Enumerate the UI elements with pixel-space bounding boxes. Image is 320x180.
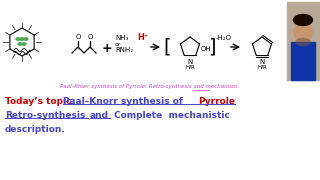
Text: RNH₂: RNH₂ — [115, 47, 133, 53]
Text: ]: ] — [208, 37, 216, 57]
Text: H⁺: H⁺ — [137, 33, 148, 42]
Bar — [0, 92, 320, 180]
Text: or: or — [115, 42, 122, 46]
Bar — [291, 42, 315, 80]
Text: :: : — [229, 97, 233, 106]
Bar — [0, 0, 320, 92]
Ellipse shape — [18, 43, 22, 45]
Ellipse shape — [294, 22, 312, 42]
Text: N: N — [260, 59, 265, 65]
Text: Paal–Knorr synthesis of Pyrrole: Retro-synthesis and mechanism.: Paal–Knorr synthesis of Pyrrole: Retro-s… — [60, 84, 240, 89]
Ellipse shape — [24, 38, 28, 40]
Text: Retro-synthesis: Retro-synthesis — [5, 111, 85, 120]
Text: OH: OH — [201, 46, 212, 52]
Ellipse shape — [296, 39, 310, 46]
Text: NH₃: NH₃ — [115, 35, 128, 41]
Text: Pyrrole: Pyrrole — [198, 97, 235, 106]
Text: O: O — [75, 34, 81, 40]
Ellipse shape — [22, 43, 26, 45]
Text: H/R: H/R — [185, 64, 195, 69]
Ellipse shape — [293, 15, 313, 26]
Text: and: and — [90, 111, 109, 120]
Text: Today’s topic:: Today’s topic: — [5, 97, 78, 106]
Text: Paal–Knorr synthesis of: Paal–Knorr synthesis of — [63, 97, 186, 106]
Bar — [287, 2, 320, 80]
Text: description.: description. — [5, 125, 66, 134]
Ellipse shape — [16, 38, 20, 40]
Text: N: N — [188, 59, 193, 65]
Text: +: + — [102, 42, 112, 55]
Text: -H₂O: -H₂O — [216, 35, 232, 41]
Text: H/R: H/R — [257, 64, 267, 69]
Text: O: O — [87, 34, 93, 40]
Text: [: [ — [163, 37, 171, 57]
Text: Complete  mechanistic: Complete mechanistic — [114, 111, 230, 120]
Ellipse shape — [20, 38, 24, 40]
